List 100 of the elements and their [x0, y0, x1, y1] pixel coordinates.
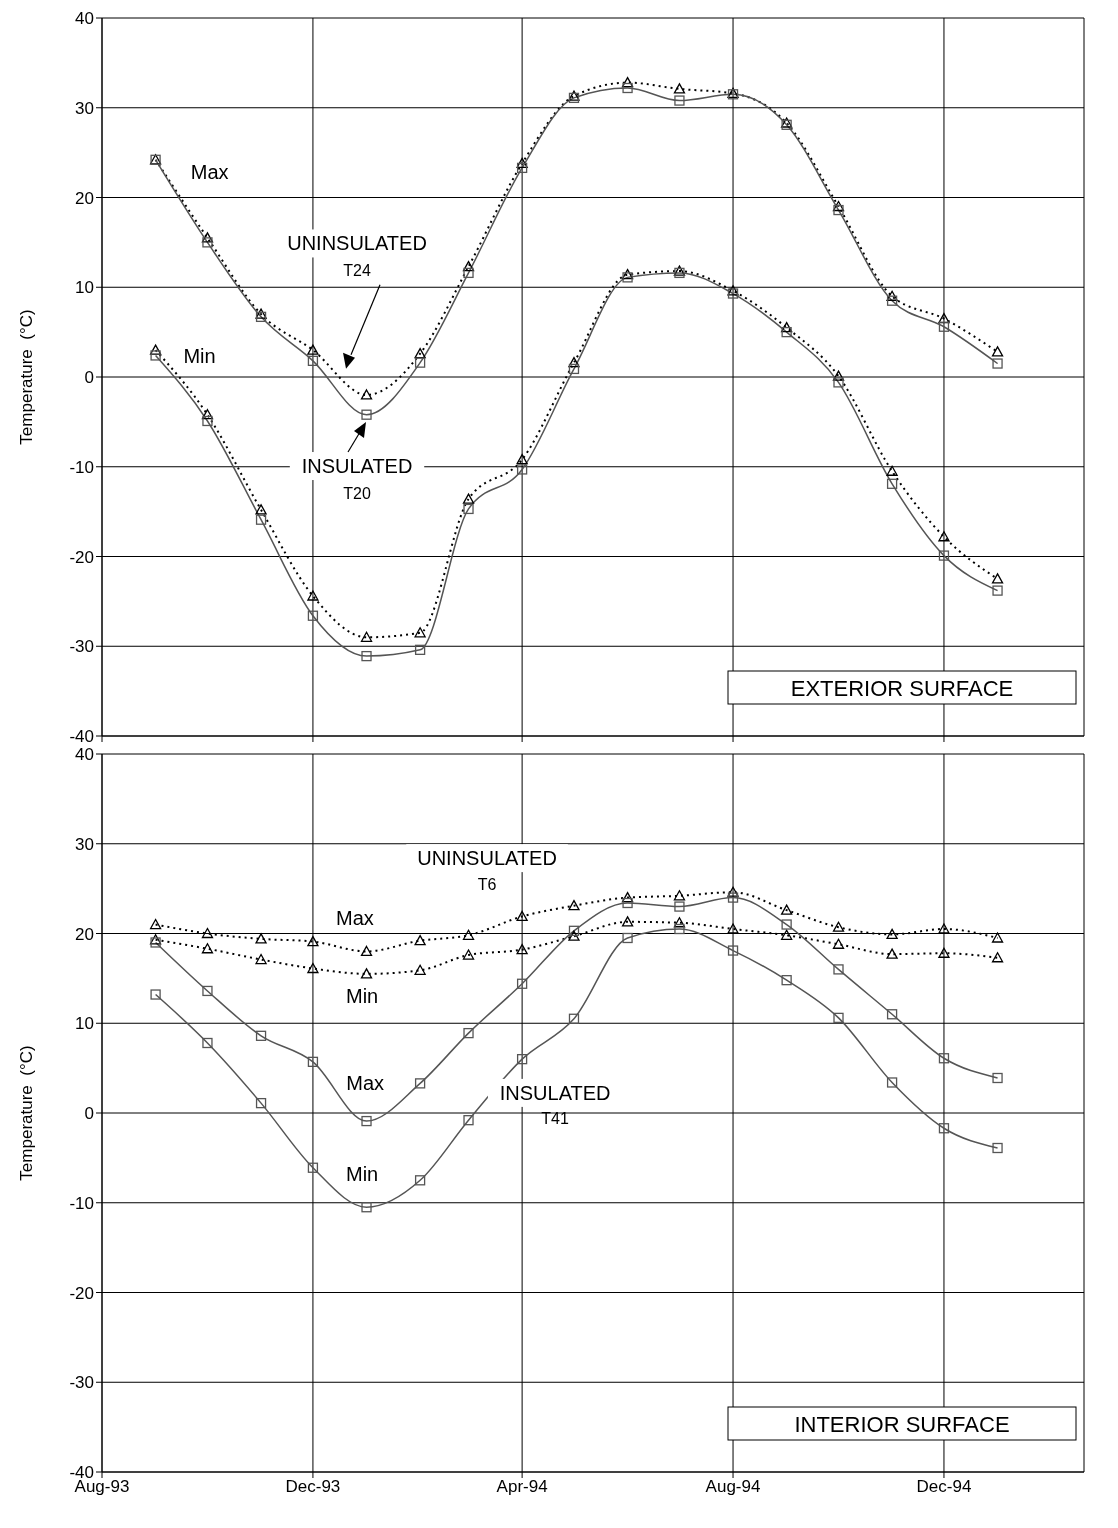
point — [991, 573, 1004, 584]
y-tick-label: 10 — [75, 1014, 94, 1034]
x-tick-label: Apr-94 — [496, 1477, 548, 1497]
point — [991, 932, 1004, 943]
point — [462, 949, 475, 960]
point — [622, 82, 633, 94]
point — [833, 964, 844, 975]
point — [414, 348, 426, 359]
annotation: UNINSULATED — [287, 232, 427, 255]
annotation: T41 — [541, 1110, 570, 1128]
point — [307, 590, 319, 601]
point — [621, 916, 634, 927]
point — [414, 357, 426, 368]
point — [781, 919, 792, 930]
point — [673, 917, 686, 928]
point — [201, 927, 214, 939]
point — [202, 985, 213, 997]
y-tick-label: 0 — [84, 368, 94, 388]
point — [938, 1123, 950, 1134]
point — [150, 350, 161, 361]
point — [833, 1012, 844, 1024]
y-tick-label: 20 — [75, 924, 94, 944]
annotation: INTERIOR SURFACE — [794, 1411, 1010, 1437]
annotation: Max — [336, 906, 374, 929]
point — [833, 377, 844, 388]
point — [568, 925, 580, 936]
point — [622, 897, 633, 909]
point — [463, 1115, 474, 1126]
annotation: Min — [345, 984, 379, 1007]
y-tick-label: -20 — [69, 547, 94, 567]
point — [832, 938, 845, 949]
y-tick-label: -40 — [69, 727, 94, 747]
point — [201, 409, 214, 420]
point — [462, 493, 475, 504]
point — [938, 321, 950, 332]
y-tick-label: -30 — [69, 1373, 94, 1393]
x-tick-label: Dec-93 — [285, 1477, 341, 1497]
annotation: EXTERIOR SURFACE — [790, 675, 1014, 701]
point — [886, 1009, 898, 1020]
annotation: Min — [345, 1163, 379, 1186]
point — [938, 923, 950, 934]
annotation: T6 — [477, 876, 497, 894]
point — [255, 311, 267, 323]
point — [886, 290, 898, 301]
point — [201, 232, 214, 243]
y-axis-title: Temperature (°C) — [16, 309, 36, 445]
point — [255, 514, 267, 525]
annotation: Max — [190, 161, 229, 184]
point — [149, 918, 162, 930]
point — [622, 932, 633, 944]
point — [202, 237, 213, 248]
point — [414, 935, 426, 946]
annotation: Min — [183, 345, 216, 368]
y-tick-label: -10 — [69, 457, 94, 477]
annotation: T20 — [343, 484, 371, 502]
y-tick-label: -10 — [69, 1193, 94, 1213]
point — [150, 989, 161, 1000]
point — [992, 358, 1003, 369]
point — [991, 346, 1004, 357]
point — [992, 585, 1003, 596]
point — [674, 95, 685, 106]
point — [674, 901, 685, 912]
x-tick-label: Dec-94 — [916, 1477, 972, 1497]
point — [255, 953, 267, 965]
point — [201, 943, 214, 954]
point — [255, 504, 267, 515]
point — [360, 945, 373, 957]
y-axis-title: Temperature (°C) — [16, 1045, 36, 1181]
annotation: INSULATED — [301, 455, 413, 478]
point — [832, 200, 845, 212]
point — [938, 947, 950, 958]
point — [673, 890, 686, 901]
point — [516, 978, 528, 989]
point — [780, 904, 793, 915]
point — [781, 326, 792, 338]
point — [462, 260, 475, 272]
point — [886, 928, 898, 940]
point — [307, 935, 319, 947]
point — [361, 650, 372, 662]
point — [886, 295, 898, 306]
point — [992, 1142, 1003, 1154]
point — [360, 968, 373, 979]
point — [307, 1056, 319, 1067]
point — [307, 1162, 319, 1173]
point — [886, 948, 898, 959]
point — [414, 1175, 426, 1186]
point — [361, 409, 372, 420]
point — [938, 1053, 950, 1064]
point — [938, 550, 950, 561]
point — [255, 1030, 267, 1041]
point — [361, 1115, 372, 1127]
point — [516, 453, 528, 465]
point — [516, 464, 528, 475]
annotation: UNINSULATED — [417, 847, 557, 870]
y-tick-label: 10 — [75, 278, 94, 298]
point — [361, 1202, 372, 1213]
point — [516, 910, 528, 922]
point — [414, 964, 426, 975]
point — [360, 631, 373, 642]
y-tick-label: 0 — [84, 1104, 94, 1124]
